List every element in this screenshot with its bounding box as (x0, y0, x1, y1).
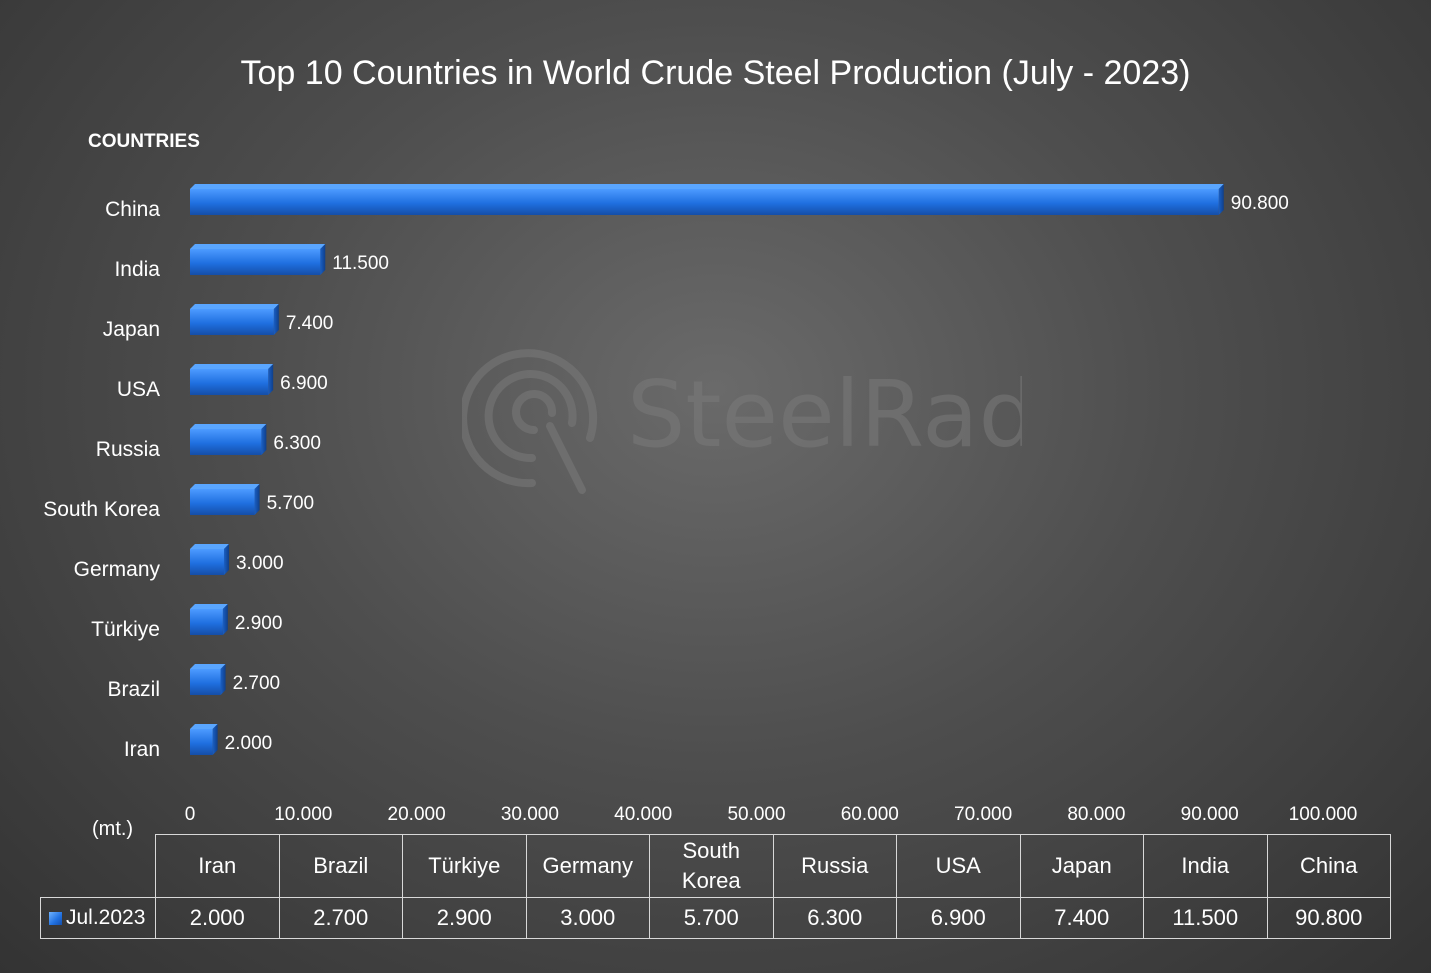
table-cell: 11.500 (1143, 897, 1268, 939)
bar (190, 544, 229, 575)
bar (190, 604, 228, 635)
x-tick-label: 90.000 (1181, 804, 1239, 825)
x-tick-label: 40.000 (614, 804, 672, 825)
table-cell: 6.900 (896, 897, 1021, 939)
x-tick-label: 50.000 (727, 804, 785, 825)
chart-title: Top 10 Countries in World Crude Steel Pr… (240, 54, 1191, 92)
data-label: 5.700 (267, 493, 315, 514)
y-axis-label: COUNTRIES (88, 131, 200, 152)
table-cell: 5.700 (649, 897, 774, 939)
data-label: 7.400 (286, 313, 334, 334)
table-column-header: South Korea (649, 834, 774, 898)
table-column-header: China (1266, 834, 1391, 898)
data-label: 2.700 (233, 673, 281, 694)
table-column-header: Brazil (278, 834, 403, 898)
category-label: Russia (96, 438, 161, 461)
bar (190, 664, 226, 695)
table-cell: 6.300 (772, 897, 897, 939)
bar (190, 244, 326, 275)
data-label: 11.500 (332, 253, 389, 274)
x-tick-label: 10.000 (274, 804, 332, 825)
watermark-text: SteelRadar (627, 361, 1022, 468)
x-tick-label: 60.000 (841, 804, 899, 825)
table-corner (40, 834, 156, 898)
category-label: Iran (124, 738, 160, 761)
table-cell: 90.800 (1266, 897, 1391, 939)
data-table: Iran Brazil Türkiye Germany South Korea Russia… (40, 834, 1391, 939)
bar (190, 364, 274, 395)
table-series-label: Jul.2023 (40, 897, 156, 939)
table-cell: 2.900 (402, 897, 527, 939)
table-column-header: Russia (772, 834, 897, 898)
category-label: Japan (103, 318, 160, 341)
category-label: USA (117, 378, 160, 401)
data-label: 6.900 (280, 373, 328, 394)
table-cell: 2.700 (278, 897, 403, 939)
category-label: Türkiye (91, 618, 160, 641)
category-label: Germany (74, 558, 161, 581)
data-label: 2.900 (235, 613, 283, 634)
category-label: India (114, 258, 160, 281)
bar-chart: China India Japan USA Russia South Korea Germa… (43, 184, 1358, 825)
data-label: 3.000 (236, 553, 284, 574)
table-column-header: Germany (525, 834, 650, 898)
category-label: Brazil (107, 678, 160, 701)
bar (190, 724, 218, 755)
data-label: 6.300 (273, 433, 321, 454)
table-column-header: Türkiye (402, 834, 527, 898)
table-column-header: Japan (1019, 834, 1144, 898)
bar (190, 484, 260, 515)
x-tick-label: 70.000 (954, 804, 1012, 825)
bar (190, 304, 279, 335)
x-tick-label: 0 (185, 804, 196, 825)
table-column-header: India (1143, 834, 1268, 898)
x-tick-label: 100.000 (1289, 804, 1358, 825)
bar (190, 184, 1224, 215)
watermark: SteelRadar (462, 349, 1022, 494)
series-name: Jul.2023 (66, 906, 146, 929)
x-tick-label: 20.000 (388, 804, 446, 825)
table-cell: 7.400 (1019, 897, 1144, 939)
table-cell: 3.000 (525, 897, 650, 939)
legend-swatch (49, 912, 62, 925)
radar-logo-icon (462, 349, 598, 494)
table-column-header: Iran (155, 834, 280, 898)
category-label: China (105, 198, 160, 221)
bar (190, 424, 267, 455)
category-label: South Korea (43, 498, 160, 521)
x-tick-label: 80.000 (1067, 804, 1125, 825)
table-cell: 2.000 (155, 897, 280, 939)
data-label: 90.800 (1231, 193, 1289, 214)
data-label: 2.000 (225, 733, 273, 754)
table-column-header: USA (896, 834, 1021, 898)
x-tick-label: 30.000 (501, 804, 559, 825)
